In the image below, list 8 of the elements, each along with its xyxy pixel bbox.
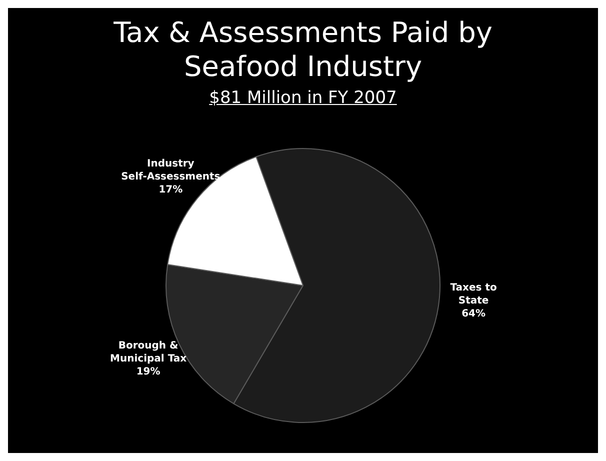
chart-subtitle: $81 Million in FY 2007 <box>208 88 398 108</box>
slice-label: Borough & Municipal Tax <box>110 340 188 365</box>
data-label: 19% <box>136 366 160 378</box>
data-label: 64% <box>462 308 486 320</box>
data-label: 17% <box>158 184 183 196</box>
chart-title: Tax & Assessments Paid by Seafood Industry <box>112 16 494 84</box>
slice-label: Taxes to State <box>450 282 497 307</box>
slice-label: Industry Self-Assessments <box>121 158 220 182</box>
